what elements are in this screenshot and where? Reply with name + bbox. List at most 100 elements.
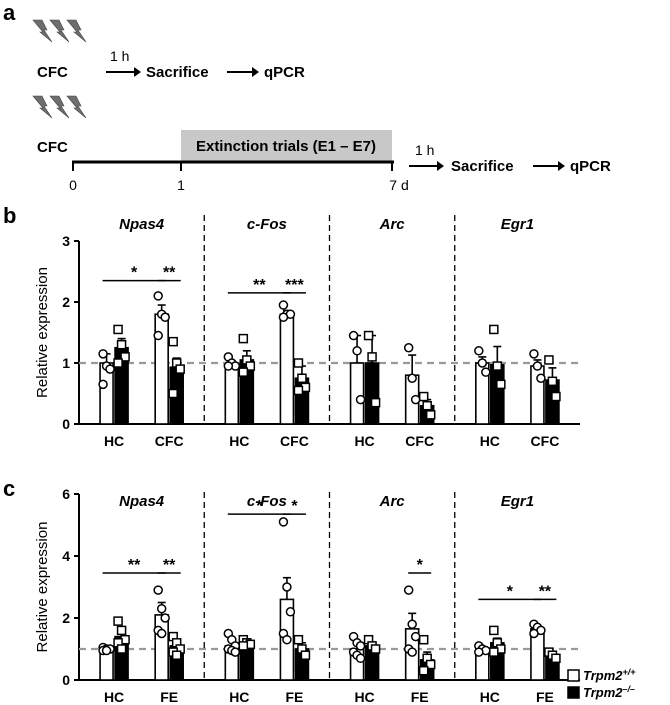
gene-title: Arc [379,216,406,233]
significance-label: * [131,265,138,282]
data-point-wt [403,343,414,353]
y-tick-label: 2 [62,294,70,310]
bar-ko [490,364,505,425]
data-point-wt [278,312,289,322]
data-point-ko [489,625,499,636]
data-point-ko [293,634,304,645]
arrow-icon [106,67,141,77]
data-point-wt [407,373,417,383]
schematic-row2-cfc: CFC [37,139,68,156]
data-point-ko [489,324,499,335]
x-tick-label: CFC [531,433,560,449]
data-point-wt [352,346,362,356]
legend: Trpm2+/+ Trpm2–/– [567,667,636,700]
x-tick-label: HC [480,433,500,449]
y-axis-label: Relative expression [34,267,51,398]
data-point-ko [293,358,304,368]
bar-wt [154,614,169,681]
data-point-ko [168,388,178,399]
legend-label-wt-sup: +/+ [623,667,637,677]
y-tick-label: 1 [62,355,70,371]
data-point-ko [425,410,436,420]
data-point-ko [547,376,558,387]
y-tick-label: 3 [62,233,70,249]
legend-label-wt: Trpm2+/+ [583,667,636,683]
data-point-wt [153,585,163,595]
data-point-ko [551,391,561,402]
data-point-ko [300,650,311,660]
gene-title: Npas4 [119,216,165,233]
data-point-ko [544,355,554,365]
data-point-wt [153,291,163,301]
extinction-box-label: Extinction trials (E1 – E7) [196,138,376,155]
data-point-wt [481,367,491,377]
data-point-ko [489,647,499,657]
data-point-wt [223,361,234,371]
x-tick-label: FE [536,689,554,705]
x-tick-label: HC [229,433,249,449]
significance-label: ** [253,277,266,294]
schematic-row1-sacrifice: Sacrifice [146,64,209,81]
legend-label-ko: Trpm2–/– [583,684,635,700]
data-point-wt [101,645,112,656]
data-point-wt [156,603,167,614]
data-point-wt [407,647,417,657]
data-point-wt [160,312,170,322]
data-point-ko [293,385,304,396]
panel-label-a: a [3,0,16,25]
bar-wt [279,313,295,425]
data-point-ko [425,659,436,670]
x-tick-label: CFC [280,433,309,449]
data-point-wt [477,358,488,368]
schematic-row2-interval: 1 h [415,142,434,158]
data-point-wt [355,653,366,664]
y-tick-label: 0 [62,416,70,432]
data-point-ko [367,352,377,362]
data-point-ko [116,644,127,654]
x-tick-label: HC [354,433,374,449]
data-point-wt [160,613,170,623]
data-point-ko [370,397,381,408]
legend-swatch-wt [567,669,580,682]
significance-label: * [507,583,514,600]
data-point-wt [407,619,417,629]
gene-title: c-Fos [247,216,287,233]
arrow-icon [227,67,259,77]
data-point-ko [113,358,123,368]
data-point-wt [105,364,115,374]
y-axis-label: Relative expression [34,522,51,653]
legend-label-ko-name: Trpm2 [583,685,623,700]
data-point-ko [418,391,429,402]
x-tick-label: HC [354,689,374,705]
bar-wt [349,362,365,425]
data-point-ko [238,641,249,651]
data-point-ko [116,339,127,350]
data-point-wt [98,379,108,390]
data-point-wt [536,373,546,383]
bar-wt [224,363,240,425]
bar-ko [364,362,380,425]
x-tick-label: HC [229,689,249,705]
y-tick-label: 0 [62,672,70,688]
data-point-wt [282,634,292,645]
data-point-ko [418,634,429,645]
data-point-ko [120,352,130,362]
x-tick-label: HC [104,689,124,705]
data-point-wt [529,349,539,359]
arrow-icon [409,161,444,171]
gene-title: Egr1 [501,493,534,510]
bar-wt [154,313,169,425]
y-tick-label: 6 [62,486,70,502]
timeline-label-7: 7 d [389,177,408,193]
significance-label: ** [539,583,552,600]
data-point-ko [171,650,182,660]
schematic-row1-qpcr: qPCR [264,64,305,81]
data-point-wt [348,330,359,341]
schematic-row1-interval: 1 h [110,48,129,64]
x-tick-label: FE [285,689,303,705]
data-point-wt [98,349,108,359]
x-tick-label: FE [160,689,178,705]
data-point-ko [370,644,381,654]
data-point-wt [403,585,414,595]
